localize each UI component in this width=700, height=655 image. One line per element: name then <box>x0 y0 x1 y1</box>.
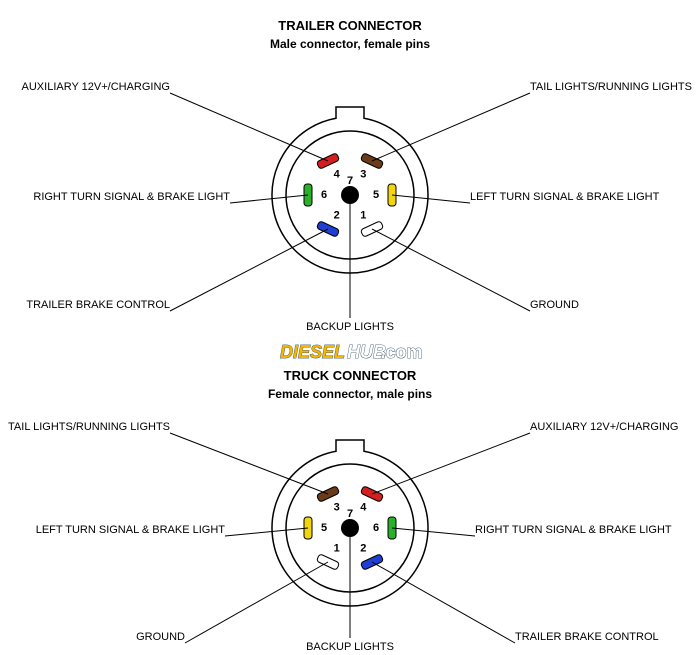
trailer-pin-7 <box>341 186 359 204</box>
trailer-pin-7-number: 7 <box>347 175 353 187</box>
truck-label-4: GROUND <box>136 631 185 643</box>
watermark-part-0: DIESEL <box>280 342 345 362</box>
trailer-pin-6-number: 6 <box>321 189 327 201</box>
truck-label-6: BACKUP LIGHTS <box>306 641 394 653</box>
trailer-label-0: AUXILIARY 12V+/CHARGING <box>22 81 170 93</box>
truck-pin-6-number: 6 <box>373 522 379 534</box>
truck-pin-1-number: 1 <box>334 542 340 554</box>
watermark-part-2: .com <box>380 342 422 362</box>
truck-label-2: LEFT TURN SIGNAL & BRAKE LIGHT <box>36 524 226 536</box>
trailer-label-6: BACKUP LIGHTS <box>306 321 394 333</box>
trailer-label-2: RIGHT TURN SIGNAL & BRAKE LIGHT <box>33 191 230 203</box>
truck-label-1: AUXILIARY 12V+/CHARGING <box>530 421 678 433</box>
trailer-subtitle: Male connector, female pins <box>270 37 430 51</box>
truck-title: TRUCK CONNECTOR <box>284 368 417 383</box>
trailer-pin-1-number: 1 <box>360 209 366 221</box>
truck-label-3: RIGHT TURN SIGNAL & BRAKE LIGHT <box>475 524 672 536</box>
truck-subtitle: Female connector, male pins <box>268 387 432 401</box>
trailer-pin-2-number: 2 <box>334 209 340 221</box>
truck-pin-7-number: 7 <box>347 508 353 520</box>
truck-pin-3-number: 3 <box>334 501 340 513</box>
trailer-label-3: LEFT TURN SIGNAL & BRAKE LIGHT <box>470 191 660 203</box>
trailer-label-1: TAIL LIGHTS/RUNNING LIGHTS <box>530 81 692 93</box>
truck-pin-5-number: 5 <box>321 522 327 534</box>
truck-pin-2-number: 2 <box>360 542 366 554</box>
trailer-pin-5-number: 5 <box>373 189 379 201</box>
trailer-pin-4-number: 4 <box>334 168 341 180</box>
connector-diagram: TRAILER CONNECTOR Male connector, female … <box>0 0 700 655</box>
trailer-label-5: GROUND <box>530 299 579 311</box>
truck-pin-4-number: 4 <box>360 501 367 513</box>
truck-label-0: TAIL LIGHTS/RUNNING LIGHTS <box>8 421 170 433</box>
watermark: DIESELHUB.com <box>280 342 422 362</box>
trailer-title: TRAILER CONNECTOR <box>278 18 422 33</box>
trailer-label-4: TRAILER BRAKE CONTROL <box>26 299 170 311</box>
truck-pin-7 <box>341 519 359 537</box>
trailer-pin-3-number: 3 <box>360 168 366 180</box>
truck-label-5: TRAILER BRAKE CONTROL <box>515 631 659 643</box>
